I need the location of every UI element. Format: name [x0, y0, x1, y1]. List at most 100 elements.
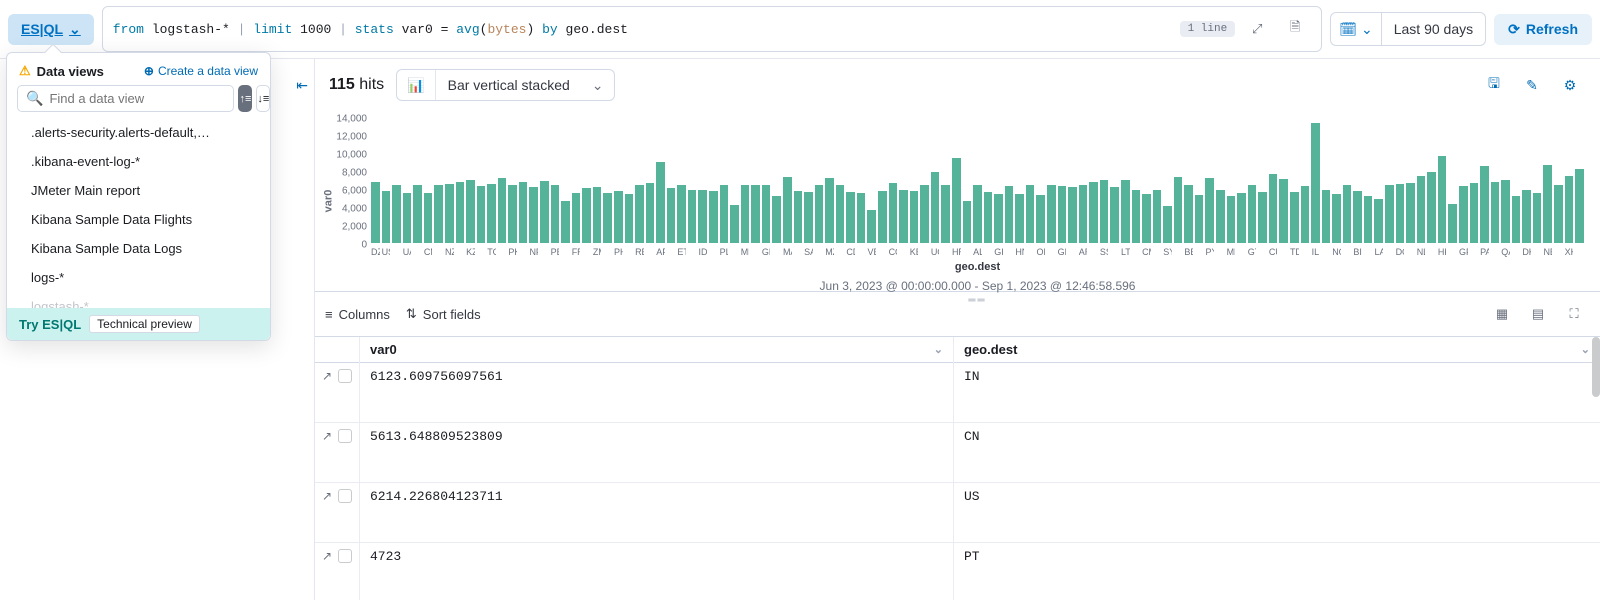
- chart-bar[interactable]: [625, 194, 634, 243]
- settings-icon[interactable]: ⚙: [1554, 69, 1586, 101]
- chart-bar[interactable]: [635, 185, 644, 244]
- chart-bar[interactable]: [730, 205, 739, 243]
- chart-bar[interactable]: [867, 210, 876, 243]
- chart-bar[interactable]: [1258, 192, 1267, 243]
- save-icon[interactable]: 🖫: [1478, 69, 1510, 101]
- chart-bar[interactable]: [1554, 185, 1563, 243]
- chart-bar[interactable]: [445, 184, 454, 243]
- chart-bar[interactable]: [1205, 178, 1214, 243]
- chart-bar[interactable]: [1237, 193, 1246, 243]
- chart-bar[interactable]: [466, 180, 475, 243]
- refresh-button[interactable]: ⟳ Refresh: [1494, 14, 1592, 45]
- date-picker[interactable]: 🗓 ⌄ Last 90 days: [1330, 12, 1486, 46]
- data-view-item[interactable]: .kibana-event-log-*: [7, 147, 270, 176]
- chart-bar[interactable]: [582, 188, 591, 243]
- chart-bar[interactable]: [857, 193, 866, 243]
- chart-bar[interactable]: [1438, 156, 1447, 243]
- chart-bar[interactable]: [551, 185, 560, 244]
- chart-bar[interactable]: [1533, 193, 1542, 243]
- chart-bar[interactable]: [772, 196, 781, 243]
- chart-bar[interactable]: [1110, 187, 1119, 243]
- query-input[interactable]: from logstash-* | limit 1000 | stats var…: [102, 6, 1322, 52]
- create-data-view-link[interactable]: ⊕ Create a data view: [144, 64, 258, 78]
- chart-bar[interactable]: [1501, 180, 1510, 243]
- chart-bar[interactable]: [1491, 182, 1500, 243]
- chart-bar[interactable]: [603, 193, 612, 243]
- chart-bar[interactable]: [1079, 185, 1088, 243]
- collapse-sidebar-icon[interactable]: ⇤: [296, 77, 308, 94]
- chart-bar[interactable]: [698, 190, 707, 243]
- chart-bar[interactable]: [899, 190, 908, 243]
- data-view-item[interactable]: JMeter Main report: [7, 176, 270, 205]
- chart-bar[interactable]: [1522, 190, 1531, 243]
- chart-bar[interactable]: [878, 191, 887, 243]
- chart-bar[interactable]: [1353, 191, 1362, 243]
- chart-bar[interactable]: [794, 191, 803, 243]
- chart-bar[interactable]: [1448, 204, 1457, 243]
- data-view-item[interactable]: logs-*: [7, 263, 270, 292]
- chart-bar[interactable]: [1512, 196, 1521, 243]
- chart-bar[interactable]: [1269, 174, 1278, 243]
- chart-bar[interactable]: [519, 182, 528, 243]
- chart-bar[interactable]: [1480, 166, 1489, 243]
- sort-asc-button[interactable]: ↑≡: [238, 85, 252, 112]
- chart-bar[interactable]: [1026, 185, 1035, 243]
- chart-bar[interactable]: [508, 185, 517, 243]
- chart-bar[interactable]: [1575, 169, 1584, 243]
- chart-bar[interactable]: [1153, 190, 1162, 243]
- expand-row-icon[interactable]: ↗: [322, 369, 332, 383]
- chart-bar[interactable]: [1364, 196, 1373, 243]
- chart-bar[interactable]: [1216, 190, 1225, 243]
- chart-bar[interactable]: [1406, 183, 1415, 243]
- chart-bar[interactable]: [477, 186, 486, 243]
- chart-bar[interactable]: [487, 184, 496, 243]
- data-view-item[interactable]: logstash-*: [7, 292, 270, 308]
- chart-bar[interactable]: [1121, 180, 1130, 243]
- chart-bar[interactable]: [646, 183, 655, 243]
- column-header-geodest[interactable]: geo.dest ⌄: [954, 336, 1600, 363]
- chart-bar[interactable]: [1100, 180, 1109, 243]
- chart-bar[interactable]: [952, 158, 961, 243]
- chart-bar[interactable]: [403, 193, 412, 243]
- chart-bar[interactable]: [1385, 185, 1394, 244]
- chart-bar[interactable]: [836, 185, 845, 243]
- chart-bar[interactable]: [910, 191, 919, 243]
- chart-bar[interactable]: [1301, 186, 1310, 243]
- chart-bar[interactable]: [413, 185, 422, 243]
- chart-bar[interactable]: [1163, 206, 1172, 243]
- chart-bar[interactable]: [392, 185, 401, 243]
- chart-bar[interactable]: [593, 187, 602, 243]
- chart-bar[interactable]: [456, 182, 465, 243]
- chart-bar[interactable]: [709, 191, 718, 243]
- chart-bar[interactable]: [1174, 177, 1183, 243]
- chart-bar[interactable]: [1343, 185, 1352, 243]
- sort-fields-button[interactable]: ⇅ Sort fields: [406, 306, 481, 322]
- chart-bar[interactable]: [1565, 176, 1574, 243]
- chart-bar[interactable]: [614, 191, 623, 243]
- chart-bar[interactable]: [667, 188, 676, 243]
- expand-icon[interactable]: ⤢: [1241, 13, 1273, 45]
- esql-switch-button[interactable]: ES|QL ⌄: [8, 14, 94, 45]
- expand-row-icon[interactable]: ↗: [322, 429, 332, 443]
- chart-bar[interactable]: [994, 194, 1003, 243]
- chart-bar[interactable]: [1248, 185, 1257, 244]
- chart-bar[interactable]: [1227, 196, 1236, 243]
- chart-bar[interactable]: [941, 185, 950, 243]
- chart-bar[interactable]: [1058, 186, 1067, 243]
- resize-handle[interactable]: ══: [371, 295, 1584, 306]
- chart-bar[interactable]: [1047, 185, 1056, 244]
- chart-bar[interactable]: [783, 177, 792, 243]
- chart-bar[interactable]: [1332, 194, 1341, 244]
- chart-bar[interactable]: [1089, 182, 1098, 243]
- row-checkbox[interactable]: [338, 369, 352, 383]
- chart-bar[interactable]: [371, 182, 380, 243]
- chart-bar[interactable]: [1195, 195, 1204, 243]
- sort-desc-button[interactable]: ↓≡: [256, 85, 270, 112]
- chart-bar[interactable]: [1374, 199, 1383, 243]
- doc-icon[interactable]: 🗎: [1279, 13, 1311, 45]
- data-view-item[interactable]: .alerts-security.alerts-default,…: [7, 118, 270, 147]
- chart-bar[interactable]: [1459, 186, 1468, 243]
- chart-bar[interactable]: [424, 193, 433, 243]
- chart-bar[interactable]: [656, 162, 665, 243]
- chart-bar[interactable]: [741, 185, 750, 243]
